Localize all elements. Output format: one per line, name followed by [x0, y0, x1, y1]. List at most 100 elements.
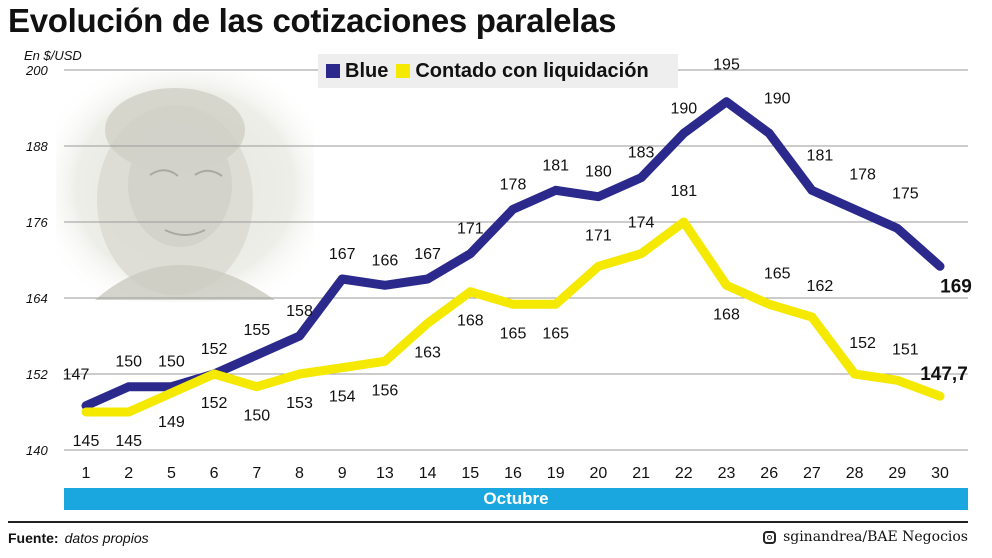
data-point-blue — [426, 278, 429, 280]
legend-item-ccl: Contado con liquidación — [396, 59, 649, 83]
data-point-blue — [939, 265, 941, 268]
source-note: Fuente: datos propios — [8, 530, 149, 546]
y-tick-label: 188 — [26, 139, 48, 154]
data-point-ccl — [682, 221, 685, 223]
x-tick-label: 7 — [252, 465, 261, 482]
data-point-ccl — [127, 411, 130, 413]
data-label-ccl: 165 — [542, 325, 569, 342]
data-label-ccl: 162 — [807, 278, 834, 295]
x-tick-label: 6 — [210, 465, 219, 482]
footer-divider — [8, 521, 968, 523]
legend-swatch-blue — [326, 64, 340, 78]
x-tick-label: 21 — [632, 465, 650, 482]
x-tick-label: 22 — [675, 465, 693, 482]
credit-text: sginandrea/BAE Negocios — [783, 529, 968, 545]
y-tick-label: 152 — [26, 367, 48, 382]
data-label-blue: 167 — [414, 246, 441, 263]
data-label-blue: 181 — [807, 147, 834, 164]
data-label-blue: 167 — [329, 246, 356, 263]
data-point-ccl — [512, 303, 514, 306]
x-tick-label: 20 — [590, 465, 608, 482]
x-tick-label: 30 — [931, 465, 949, 482]
data-label-blue: 158 — [286, 303, 313, 320]
data-point-ccl — [255, 385, 258, 388]
data-label-blue: 152 — [201, 341, 228, 358]
x-tick-label: 16 — [504, 465, 522, 482]
legend-label-ccl: Contado con liquidación — [415, 59, 649, 82]
data-label-blue: 150 — [158, 354, 185, 371]
y-tick-label: 200 — [25, 63, 48, 78]
x-tick-label: 13 — [376, 465, 394, 482]
legend-label-blue: Blue — [345, 59, 389, 82]
x-tick-label: 19 — [547, 465, 565, 482]
data-label-ccl: 147,7 — [920, 364, 968, 385]
legend-item-blue: Blue — [326, 60, 388, 83]
data-label-blue: 183 — [628, 145, 655, 162]
data-point-blue — [341, 278, 344, 280]
data-label-ccl: 163 — [414, 344, 441, 361]
data-point-ccl — [597, 265, 600, 268]
credit: sginandrea/BAE Negocios — [763, 529, 968, 545]
x-tick-label: 14 — [419, 465, 437, 482]
data-label-ccl: 174 — [628, 215, 655, 232]
data-point-ccl — [640, 252, 643, 255]
x-tick-label: 23 — [718, 465, 736, 482]
x-tick-label: 29 — [888, 465, 906, 482]
data-label-blue: 195 — [713, 57, 740, 74]
data-point-blue — [853, 208, 856, 211]
data-label-ccl: 154 — [329, 389, 356, 406]
chart-title: Evolución de las cotizaciones paralelas — [8, 2, 617, 39]
source-text: datos propios — [64, 530, 149, 546]
data-point-blue — [896, 227, 899, 230]
data-point-blue — [597, 195, 600, 198]
data-label-blue: 150 — [115, 354, 142, 371]
month-label: Octubre — [483, 489, 549, 508]
data-label-ccl: 165 — [764, 265, 791, 282]
data-point-blue — [127, 385, 130, 388]
data-label-ccl: 152 — [849, 335, 876, 352]
data-label-blue: 181 — [542, 157, 569, 174]
data-label-ccl: 151 — [892, 341, 919, 358]
data-label-blue: 147 — [63, 367, 90, 384]
data-point-blue — [383, 284, 386, 287]
x-tick-label: 9 — [338, 465, 347, 482]
data-label-ccl: 145 — [73, 433, 100, 450]
data-label-blue: 178 — [500, 176, 527, 193]
data-label-ccl: 156 — [372, 382, 399, 399]
data-label-ccl: 152 — [201, 395, 228, 412]
data-label-blue: 178 — [849, 166, 876, 183]
data-label-ccl: 181 — [670, 183, 697, 200]
instagram-icon — [763, 530, 777, 544]
data-point-blue — [725, 100, 728, 103]
franklin-portrait-image — [56, 72, 314, 302]
x-tick-label: 5 — [167, 465, 176, 482]
x-tick-label: 27 — [803, 465, 821, 482]
data-label-ccl: 168 — [713, 306, 740, 323]
data-label-ccl: 150 — [243, 408, 270, 425]
y-tick-label: 176 — [26, 215, 48, 230]
data-point-ccl — [939, 395, 941, 398]
data-point-ccl — [426, 322, 429, 325]
data-point-ccl — [383, 360, 386, 363]
data-point-blue — [85, 404, 87, 407]
data-point-blue — [512, 208, 514, 211]
data-point-blue — [298, 335, 301, 337]
data-label-blue: 171 — [457, 221, 484, 238]
data-label-ccl: 153 — [286, 395, 313, 412]
data-label-ccl: 145 — [115, 433, 142, 450]
data-point-ccl — [85, 411, 87, 413]
data-point-ccl — [725, 284, 728, 287]
data-point-ccl — [341, 366, 344, 369]
data-point-blue — [170, 385, 173, 388]
legend: Blue Contado con liquidación — [318, 54, 678, 88]
data-label-ccl: 168 — [457, 313, 484, 330]
data-point-blue — [469, 252, 472, 255]
data-point-blue — [768, 132, 771, 135]
data-label-blue: 180 — [585, 164, 612, 181]
data-point-ccl — [170, 392, 173, 394]
data-label-blue: 155 — [243, 322, 270, 339]
data-label-ccl: 165 — [500, 325, 527, 342]
data-label-blue: 175 — [892, 185, 919, 202]
data-point-blue — [640, 176, 643, 179]
